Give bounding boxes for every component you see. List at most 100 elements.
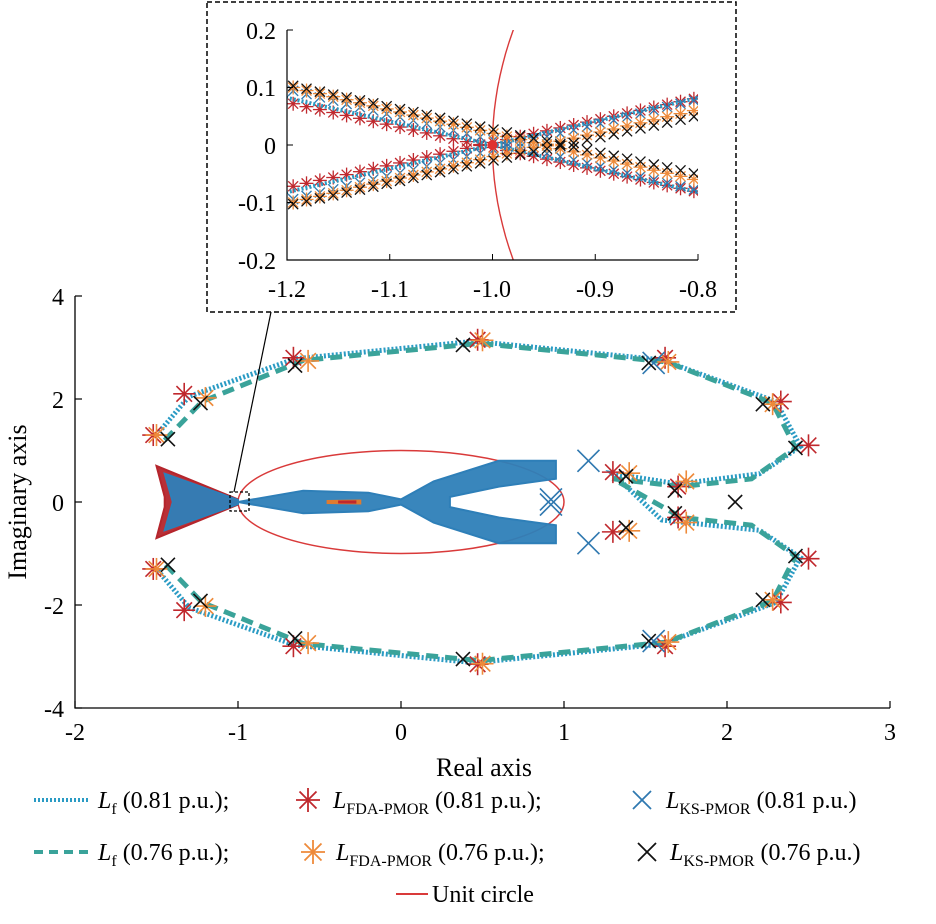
inset-marker-star: [486, 149, 501, 164]
inset-marker-star: [686, 91, 698, 106]
marker-x: [641, 355, 657, 371]
cluster-left-blue: [163, 472, 239, 532]
inset-marker-star: [352, 180, 367, 195]
marker-x: [755, 592, 771, 608]
inset-marker-star: [299, 83, 314, 98]
inset-marker-x: [327, 89, 339, 101]
marker-x: [667, 505, 683, 521]
inset-marker-x: [661, 161, 673, 173]
inset-marker-x: [514, 149, 526, 161]
inset-marker-x: [434, 112, 446, 124]
inset-marker-x: [528, 146, 540, 158]
marker-star: [173, 599, 196, 622]
inset-marker-star: [312, 102, 327, 117]
marker-star: [282, 346, 305, 369]
inset-marker-star: [620, 157, 635, 172]
inset-marker-star: [673, 169, 688, 184]
main-ytick-label: 0: [52, 491, 64, 517]
marker-star: [675, 511, 698, 534]
inset-marker-x: [608, 114, 620, 126]
inset-marker-star: [379, 174, 394, 189]
main-ytick-label: -4: [44, 697, 64, 723]
inset-marker-x: [301, 83, 312, 95]
inset-ytick-label: 0: [264, 134, 276, 160]
inset-marker-star: [339, 183, 354, 198]
inset-marker-x: [541, 131, 553, 143]
marker-star: [761, 588, 784, 611]
legend: Lf (0.81 p.u.); LFDA-PMOR (0.81 p.u.); L…: [34, 788, 860, 908]
inset-marker-x: [675, 164, 686, 176]
inset-marker-star: [660, 166, 675, 181]
main-xtick-label: 1: [558, 720, 570, 746]
inset-lf-line: [287, 95, 698, 195]
svg-text:Lf (0.81 p.u.);: Lf (0.81 p.u.);: [97, 788, 229, 818]
inset-marker-x: [608, 128, 620, 140]
inset-marker-x: [621, 111, 633, 123]
inset-marker-star: [312, 86, 327, 101]
inset-marker-x: [648, 120, 660, 131]
marker-star: [761, 393, 784, 416]
inset-marker-x: [488, 155, 499, 166]
inset-marker-x: [354, 184, 366, 196]
inset-marker-x: [661, 117, 673, 129]
inset-plot: -1.2 -1.1 -1.0 -0.9 -0.8 0.2 0.1 0 -0.1 …: [206, 1, 737, 313]
main-xtick-label: 0: [395, 720, 407, 746]
inset-marker-star: [419, 164, 434, 179]
marker-star: [471, 329, 494, 352]
inset-ticks: [286, 29, 699, 261]
zoom-region-box: [229, 491, 250, 512]
marker-star: [297, 632, 320, 655]
inset-marker-star: [287, 179, 301, 194]
inset-marker-x: [581, 121, 593, 133]
inset-marker-x: [648, 104, 660, 116]
inset-marker-star: [446, 117, 461, 132]
inset-marker-x: [381, 100, 393, 112]
inset-marker-x: [554, 138, 566, 150]
inset-marker-star: [366, 177, 381, 192]
inset-marker-x: [541, 135, 553, 147]
inset-xtick-label: -0.9: [576, 277, 614, 303]
inset-marker-x: [635, 170, 646, 182]
main-ytick-label: 4: [52, 285, 64, 311]
inset-marker-star: [366, 98, 381, 113]
marker-star: [173, 382, 196, 405]
main-ytick-label: -2: [44, 594, 64, 620]
inset-marker-x: [594, 161, 606, 172]
marker-star: [471, 652, 494, 675]
inset-marker-star: [660, 109, 675, 124]
inset-marker-star: [473, 123, 488, 138]
inset-marks: [287, 30, 698, 260]
inset-marker-x: [421, 169, 433, 181]
inset-marker-x: [287, 80, 299, 92]
inset-ytick-label: -0.1: [238, 191, 276, 217]
marker-x: [618, 520, 634, 536]
legend-row-1: Lf (0.81 p.u.); LFDA-PMOR (0.81 p.u.); L…: [34, 788, 856, 818]
marker-star: [282, 635, 305, 658]
legend-swatch-fda-076: [301, 840, 325, 864]
marker-x: [576, 449, 601, 473]
inset-marker-x: [648, 159, 660, 170]
inset-marker-x: [675, 98, 686, 110]
inset-marker-star: [686, 184, 698, 199]
marker-star: [657, 350, 680, 373]
inset-lf-line: [287, 95, 698, 195]
inset-marker-x: [568, 154, 580, 166]
inset-marker-x: [621, 167, 633, 179]
svg-text:LKS-PMOR (0.81 p.u.): LKS-PMOR (0.81 p.u.): [665, 788, 856, 818]
inset-frame: [206, 1, 737, 313]
inset-critical-point: [487, 140, 498, 150]
legend-unit-circle-label: Unit circle: [432, 882, 534, 908]
inset-marker-star: [419, 111, 434, 126]
inset-marker-x: [581, 157, 593, 169]
marker-x: [192, 395, 209, 411]
inset-marker-x: [394, 103, 406, 115]
inset-marker-x: [314, 86, 326, 98]
inset-marker-star: [379, 158, 394, 173]
inset-ytick-label: 0.2: [246, 19, 276, 45]
marker-star: [675, 470, 698, 493]
inset-ytick-label: 0.1: [246, 76, 276, 102]
inset-marker-x: [461, 118, 473, 130]
inset-marker-x: [354, 94, 366, 106]
main-xtick-label: -2: [65, 720, 85, 746]
